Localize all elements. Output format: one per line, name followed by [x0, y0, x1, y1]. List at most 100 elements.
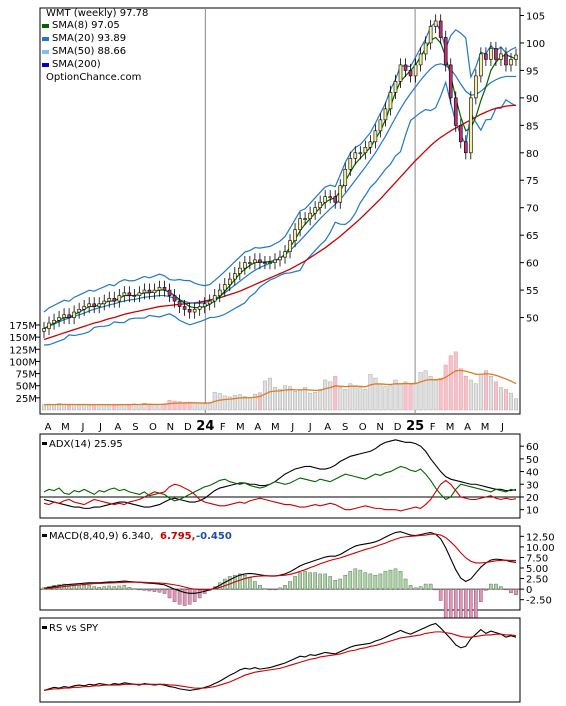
volume-bar [167, 400, 172, 411]
candle-up [268, 262, 272, 264]
volume-bar [42, 404, 46, 411]
price-tick-label: 60 [526, 259, 539, 270]
candle-up [328, 196, 333, 199]
macd-histogram-bar [268, 588, 272, 591]
macd-histogram-bar [318, 573, 322, 590]
candle-up [474, 75, 478, 99]
candle-up [368, 141, 373, 148]
macd-histogram-bar [489, 583, 493, 590]
legend-box [41, 9, 141, 93]
volume-bar [413, 382, 418, 411]
macd-histogram-bar [92, 586, 97, 590]
sub-tick-label: 40 [526, 468, 539, 479]
candle-down [504, 53, 508, 66]
candle-up [423, 42, 428, 55]
macd-histogram-bar [102, 586, 107, 590]
candle-up [253, 259, 257, 263]
candle-down [92, 303, 97, 307]
sub-tick-label: 0 [526, 585, 532, 596]
volume-bar [453, 351, 458, 411]
volume-bar [493, 381, 498, 411]
candle-up [157, 287, 162, 291]
volume-bar [87, 405, 92, 411]
candle-up [514, 54, 518, 60]
macd-histogram-bar [87, 585, 91, 590]
macd-histogram-bar [117, 585, 122, 590]
volume-bar [423, 370, 428, 411]
volume-tick-label: 50M [16, 382, 37, 393]
series-line [43, 533, 517, 591]
volume-bar [503, 389, 508, 411]
candle-down [147, 289, 152, 294]
candle-up [238, 267, 242, 274]
volume-bar [308, 392, 313, 411]
volume-bar [383, 386, 388, 411]
macd-histogram-bar [177, 588, 182, 605]
rs-series-line [43, 622, 517, 691]
candle-up [243, 262, 247, 269]
volume-bar [498, 387, 503, 411]
month-label: M [61, 422, 70, 433]
watermark: OptionChance.com [46, 72, 141, 83]
volume-bar [272, 387, 277, 411]
candle-up [353, 152, 358, 159]
macd-histogram-bar [112, 586, 117, 590]
candle-up [192, 309, 197, 313]
macd-histogram-bar [187, 588, 192, 605]
candle-up [233, 273, 237, 280]
volume-bar [192, 402, 197, 411]
month-label: F [220, 422, 226, 433]
candle-up [388, 92, 393, 110]
macd-histogram-bar [373, 574, 378, 590]
macd-histogram-bar [157, 588, 162, 593]
volume-bar [438, 377, 443, 411]
macd-histogram-bar [479, 588, 483, 602]
macd-histogram-bar [333, 580, 338, 590]
candle-up [57, 317, 61, 321]
legend-sma50: SMA(50) 88.66 [52, 46, 126, 57]
sub-tick-label: 50 [526, 455, 539, 466]
volume-bar [288, 386, 293, 411]
month-label: J [98, 422, 102, 433]
volume-bar [303, 387, 308, 411]
candle-up [433, 20, 438, 27]
candle-up [343, 168, 348, 187]
volume-bar [107, 404, 112, 411]
macd-histogram-bar [383, 571, 388, 590]
rs-title: RS vs SPY [49, 623, 99, 634]
rs-series-line [43, 631, 517, 691]
month-label: N [167, 422, 174, 433]
month-label: O [359, 422, 367, 433]
macd-histogram-bar [172, 588, 177, 602]
candle-up [398, 64, 403, 82]
candle-down [458, 125, 463, 143]
macd-histogram-bar [509, 588, 513, 594]
macd-histogram-bar [82, 585, 86, 590]
volume-bar [257, 392, 262, 411]
candle-up [509, 59, 513, 66]
volume-bar [298, 390, 303, 411]
macd-histogram-bar [358, 569, 363, 590]
price-tick-label: 100 [526, 39, 545, 50]
macd-histogram-bar [313, 572, 317, 590]
month-label: 25 [406, 419, 424, 434]
candle-up [152, 289, 157, 294]
sma50-line [43, 104, 517, 341]
macd-title: MACD(8,40,9) 6.340, [49, 531, 154, 542]
candle-up [227, 278, 232, 285]
candle-up [137, 292, 142, 296]
candle-up [122, 292, 127, 296]
volume-tick-label: 175M [9, 321, 37, 332]
candle-up [303, 218, 307, 220]
legend-swatch-sma50 [42, 50, 49, 54]
legend-swatch-sma8 [42, 24, 49, 28]
volume-tick-label: 75M [16, 370, 37, 381]
volume-bar [137, 404, 142, 411]
macd-histogram-bar [423, 583, 428, 590]
volume-bar [458, 368, 463, 411]
volume-bar [132, 403, 137, 411]
candles [42, 14, 518, 338]
candle-up [418, 53, 423, 66]
month-label: M [446, 422, 455, 433]
volume-bar [67, 404, 72, 411]
